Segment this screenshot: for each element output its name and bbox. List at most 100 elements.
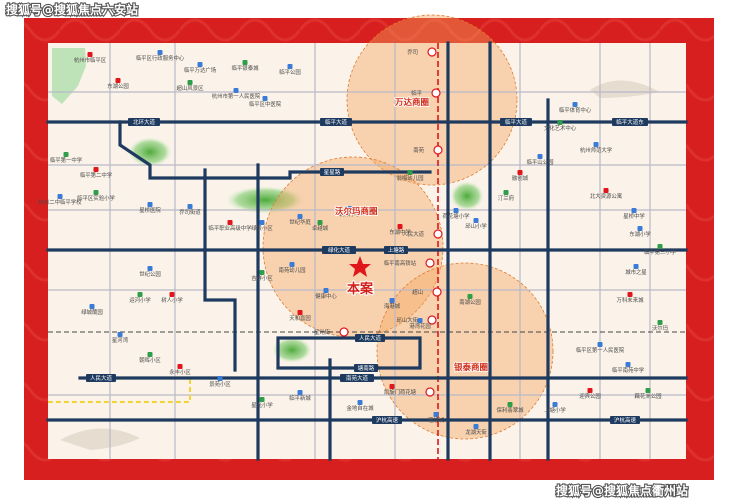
road-label-renmin: 人民大道 — [90, 374, 113, 382]
hills-northeast — [590, 80, 660, 98]
metro-icon — [432, 287, 442, 297]
poi-icon — [597, 342, 603, 347]
poi-icon — [552, 402, 558, 407]
poi-label: 融创城 — [512, 174, 529, 182]
circle-label-yintai: 银泰商圈 — [453, 362, 488, 373]
metro-icon — [433, 145, 443, 155]
poi-icon — [197, 62, 203, 67]
poi-label: 临平第二中学 — [80, 171, 113, 179]
poi-marker: 文化艺术中心 — [544, 120, 577, 132]
poi-icon — [517, 170, 523, 175]
road-label-shengping: 南苑大道 — [346, 374, 369, 382]
metro-icon — [425, 258, 435, 268]
metro-station: 临平南高铁站 — [384, 258, 435, 268]
poi-icon — [453, 208, 459, 213]
poi-label: 临平公园 — [279, 68, 301, 76]
poi-icon — [89, 304, 95, 309]
poi-icon — [259, 220, 265, 225]
poi-icon — [473, 218, 479, 223]
poi-marker: 临平南苑中学 — [612, 362, 645, 374]
poi-marker: 星桥中学 — [623, 208, 645, 220]
poi-icon — [63, 152, 69, 157]
road-label-tangnan: 塘南路 — [358, 364, 375, 372]
poi-icon — [631, 208, 637, 213]
poi-icon — [627, 292, 633, 297]
poi-icon — [137, 292, 143, 297]
poi-label: 金地自在城 — [347, 404, 375, 412]
poi-marker: 世纪华庭 — [289, 214, 311, 226]
poi-icon — [147, 266, 153, 271]
road-label-linping-ave: 临平大道 — [325, 118, 348, 126]
poi-label: 东湖中学 — [389, 228, 411, 236]
poi-label: 港湾花园 — [409, 322, 431, 330]
poi-icon — [572, 102, 578, 107]
road-label-xingxing: 星星路 — [324, 168, 341, 176]
star-icon — [349, 256, 371, 277]
poi-label: 荷花塘小学 — [443, 212, 471, 220]
park-green-4 — [272, 337, 312, 363]
metro-icon — [425, 387, 435, 397]
road-label-linping-east: 临平大道东 — [616, 118, 644, 126]
poi-icon — [187, 204, 193, 209]
poi-marker: 迎宾公园 — [579, 388, 601, 400]
poi-label: 吉祥小区 — [251, 274, 273, 282]
metro-icon — [427, 47, 437, 57]
road-label-huabei: 绿化大道 — [328, 246, 351, 254]
poi-icon — [177, 364, 183, 369]
poi-label: 凯旋门 — [384, 388, 400, 396]
poi-marker: 临平第一中学 — [50, 152, 83, 164]
poi-marker: 临平区第一人民医院 — [576, 342, 625, 354]
poi-icon — [297, 310, 303, 315]
poi-icon — [297, 214, 303, 219]
poi-marker: 海港城 — [384, 298, 401, 310]
metro-station-label: 临平南高铁站 — [384, 259, 417, 267]
poi-icon — [625, 362, 631, 367]
poi-icon — [473, 424, 479, 429]
poi-marker: 沃尔玛 — [652, 320, 669, 332]
poi-label: 绿城蘭园 — [81, 308, 103, 316]
poi-icon — [297, 390, 303, 395]
poi-label: 杭州市临平区 — [74, 56, 107, 64]
metro-station-label: 乔司 — [407, 49, 418, 56]
metro-icon — [339, 327, 349, 337]
poi-label: 临平万达广场 — [184, 66, 217, 74]
poi-label: 临平体育中心 — [559, 106, 592, 114]
poi-label: 迎宾公园 — [579, 392, 601, 400]
poi-icon — [169, 292, 175, 297]
poi-marker: 邱山小学 — [465, 218, 487, 230]
poi-marker: 金地自在城 — [347, 400, 375, 412]
watermark-top-left: 搜狐号@搜狐焦点六安站 — [6, 2, 138, 17]
metro-station-label: 南苑 — [413, 146, 424, 154]
poi-icon — [259, 270, 265, 275]
poi-label: 临平区行政服务中心 — [136, 54, 185, 62]
minor-roads — [48, 43, 686, 459]
poi-label: 临平职业高级中学 — [208, 224, 252, 232]
poi-marker: 绿城蘭园 — [81, 304, 103, 316]
poi-marker: 临平万达广场 — [184, 62, 217, 74]
poi-icon — [93, 190, 99, 195]
poi-label: 临平第一中学 — [50, 156, 83, 164]
poi-icon — [467, 294, 473, 299]
poi-label: 天和嘉园 — [289, 314, 311, 322]
poi-icon — [289, 262, 295, 267]
poi-marker: 龙湖天街 — [465, 424, 487, 436]
circle-label-walmart: 沃尔玛商圈 — [335, 206, 378, 217]
parks — [52, 48, 660, 450]
poi-marker: 朝阳小学 — [339, 206, 361, 218]
poi-marker: 吉祥小区 — [251, 270, 273, 282]
metro-station-label: 人民大道 — [402, 230, 424, 238]
poi-icon — [187, 80, 193, 85]
poi-icon — [323, 288, 329, 293]
poi-marker: 临平区实验小学 — [77, 190, 115, 202]
poi-marker: 临平体育中心 — [559, 102, 592, 114]
poi-label: 世纪公园 — [139, 270, 161, 278]
poi-label: 朝晖小区 — [139, 356, 161, 364]
metro-icon — [427, 315, 437, 325]
poi-marker: 南湖公园 — [459, 294, 481, 306]
poi-label: 临平新城 — [289, 394, 311, 402]
poi-marker: 卓越城 — [312, 220, 329, 232]
poi-label: 星河湾 — [112, 336, 129, 344]
poi-marker: 星桥医院 — [139, 202, 161, 214]
